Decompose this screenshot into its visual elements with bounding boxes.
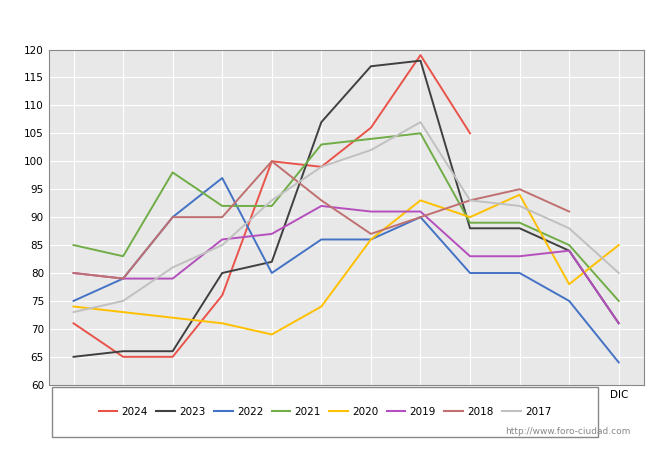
Text: http://www.foro-ciudad.com: http://www.foro-ciudad.com: [505, 428, 630, 436]
Text: Afiliados en Carucedo a 30/9/2024: Afiliados en Carucedo a 30/9/2024: [187, 13, 463, 28]
Legend: 2024, 2023, 2022, 2021, 2020, 2019, 2018, 2017: 2024, 2023, 2022, 2021, 2020, 2019, 2018…: [94, 403, 556, 421]
FancyBboxPatch shape: [52, 387, 598, 436]
